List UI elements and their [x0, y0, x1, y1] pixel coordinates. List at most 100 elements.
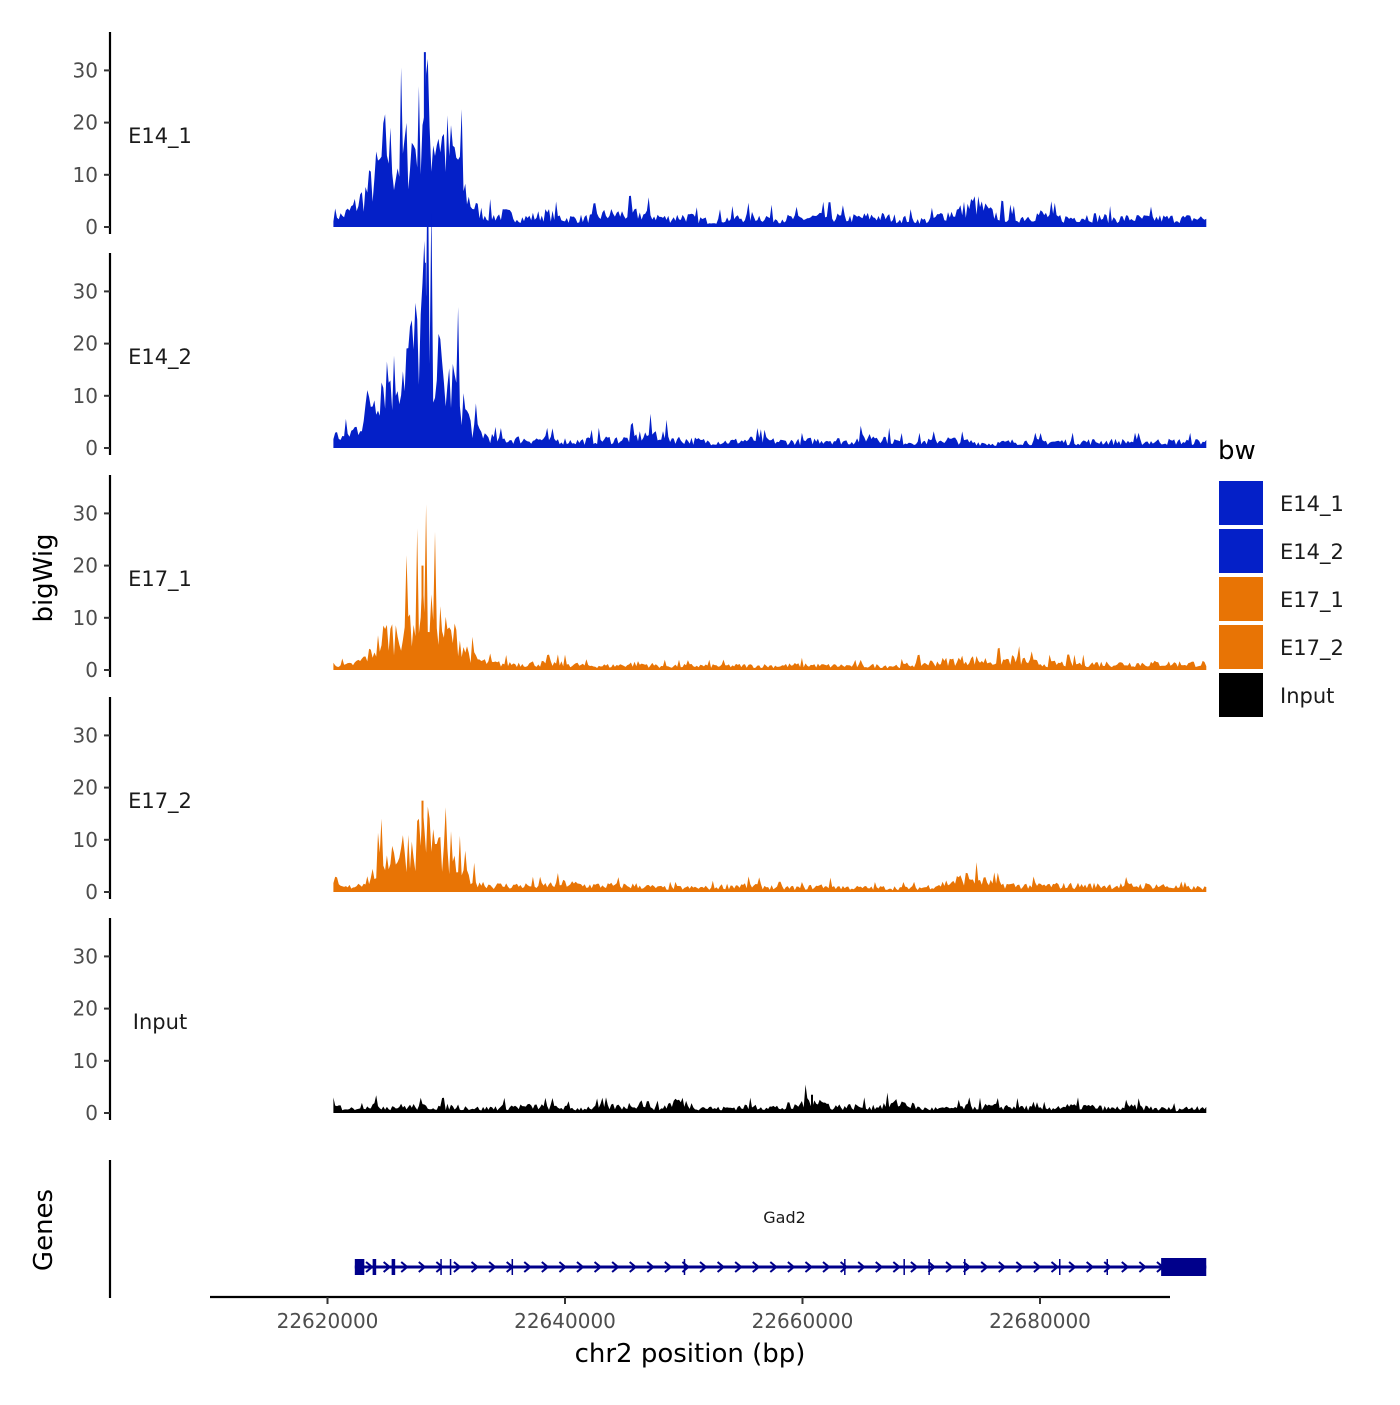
legend-label: Input — [1280, 684, 1334, 708]
track-label: E17_1 — [128, 567, 192, 592]
strand-arrow — [593, 1261, 603, 1273]
exon — [1106, 1259, 1108, 1275]
track-label: E14_1 — [128, 124, 192, 149]
y-tick-label: 20 — [73, 332, 98, 356]
strand-arrow — [734, 1261, 743, 1273]
track-label: E14_2 — [128, 345, 192, 370]
strand-arrow — [1085, 1261, 1095, 1273]
strand-arrow — [769, 1261, 778, 1273]
exon — [683, 1259, 686, 1275]
strand-arrow — [523, 1261, 532, 1273]
strand-arrow — [418, 1261, 427, 1273]
legend-title: bw — [1218, 436, 1256, 466]
exon — [354, 1259, 365, 1275]
strand-arrow — [1138, 1261, 1147, 1273]
track-panel-e14-2: 0 10 20 30 E14_2 — [73, 144, 1207, 460]
strand-arrow — [435, 1261, 444, 1273]
y-tick-label: 0 — [85, 215, 98, 239]
track-panel-e17-1: 0 10 20 30 E17_1 — [73, 475, 1207, 682]
strand-arrow — [558, 1261, 567, 1273]
y-tick-label: 0 — [85, 880, 98, 904]
strand-arrow — [541, 1261, 550, 1273]
x-tick-label: 22640000 — [514, 1309, 616, 1333]
strand-arrow — [927, 1261, 937, 1273]
strand-arrow — [664, 1261, 673, 1273]
exon — [372, 1259, 377, 1275]
exon — [449, 1259, 452, 1275]
y-tick-label: 30 — [73, 501, 98, 525]
exon — [440, 1259, 442, 1275]
strand-arrow — [1033, 1261, 1042, 1273]
strand-arrow — [1015, 1261, 1024, 1273]
legend-label: E14_2 — [1280, 540, 1344, 565]
y-tick-label: 30 — [73, 944, 98, 968]
y-axis-title: bigWig — [29, 533, 59, 622]
signal-area-e14-2 — [333, 144, 1207, 448]
exon — [844, 1259, 846, 1275]
y-tick-label: 0 — [85, 436, 98, 460]
strand-arrow — [892, 1261, 901, 1273]
strand-arrow — [1050, 1261, 1060, 1273]
x-tick-label: 22680000 — [989, 1309, 1091, 1333]
legend-label: E17_2 — [1280, 636, 1344, 661]
legend-swatch — [1217, 527, 1265, 575]
strand-arrow — [857, 1261, 866, 1273]
strand-arrow — [1121, 1261, 1130, 1273]
strand-arrow — [1103, 1261, 1112, 1273]
genes-panel: Gad2 — [108, 1160, 1207, 1298]
y-tick-label: 30 — [73, 279, 98, 303]
strand-arrow — [980, 1261, 989, 1273]
y-tick-label: 20 — [73, 554, 98, 578]
strand-arrow — [576, 1261, 585, 1273]
strand-arrow — [822, 1261, 831, 1273]
track-panel-e17-2: 0 10 20 30 E17_2 — [73, 697, 1207, 904]
y-tick-label: 20 — [73, 111, 98, 135]
y-tick-label: 10 — [73, 828, 98, 852]
strand-arrow — [716, 1261, 726, 1273]
legend-swatch — [1217, 479, 1265, 527]
signal-area-e17-2 — [333, 803, 1207, 892]
strand-arrow — [699, 1261, 708, 1273]
strand-arrow — [945, 1261, 954, 1273]
exon — [511, 1259, 514, 1275]
x-axis-title: chr2 position (bp) — [575, 1339, 806, 1369]
y-tick-label: 30 — [73, 723, 98, 747]
y-tick-label: 20 — [73, 997, 98, 1021]
strand-arrow — [365, 1261, 374, 1273]
x-tick-label: 22660000 — [752, 1309, 854, 1333]
x-axis: 22620000 22640000 22660000 22680000 — [210, 1295, 1170, 1333]
legend-swatch — [1217, 575, 1265, 623]
y-tick-label: 10 — [73, 163, 98, 187]
strand-arrow — [804, 1261, 814, 1273]
y-tick-label: 10 — [73, 1049, 98, 1073]
strand-arrow — [787, 1261, 796, 1273]
track-label: Input — [133, 1010, 187, 1034]
strand-arrow — [1068, 1261, 1077, 1273]
strand-arrow — [839, 1261, 849, 1273]
genes-panel-title: Genes — [29, 1189, 59, 1271]
strand-arrow — [629, 1261, 638, 1273]
signal-area-e14-1 — [333, 58, 1207, 228]
signal-area-input — [333, 1084, 1207, 1113]
strand-arrow — [646, 1261, 655, 1273]
exon — [928, 1259, 930, 1275]
strand-arrow — [488, 1261, 497, 1273]
y-tick-label: 10 — [73, 384, 98, 408]
y-tick-label: 20 — [73, 776, 98, 800]
strand-arrow — [400, 1261, 409, 1273]
exon — [964, 1259, 966, 1275]
strand-arrow — [998, 1261, 1007, 1273]
x-tick-label: 22620000 — [277, 1309, 379, 1333]
legend: bw E14_1 E14_2 E17_1 E17_2 Input — [1217, 436, 1344, 719]
strand-arrow — [382, 1261, 392, 1273]
strand-arrow — [752, 1261, 761, 1273]
strand-arrow — [962, 1261, 972, 1273]
y-tick-label: 0 — [85, 1101, 98, 1125]
track-label: E17_2 — [128, 789, 192, 814]
legend-swatch — [1217, 671, 1265, 719]
legend-label: E14_1 — [1280, 492, 1344, 517]
strand-arrow — [875, 1261, 884, 1273]
track-panels: 0 10 20 30 E14_1 0 10 20 30 E14_2 0 10 20 30 E17_1 0 10 2… — [73, 32, 1207, 1125]
exon — [903, 1259, 905, 1275]
